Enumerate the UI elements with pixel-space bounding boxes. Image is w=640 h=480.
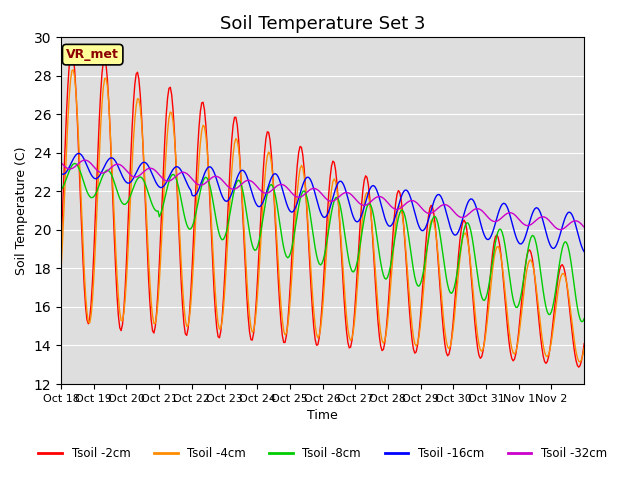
Tsoil -16cm [509, 224, 517, 230]
Tsoil -8cm [328, 210, 335, 216]
Tsoil -8cm [577, 319, 585, 324]
Tsoil -4cm [431, 227, 439, 232]
Tsoil -16cm [580, 249, 588, 254]
Tsoil -4cm [580, 345, 588, 351]
Tsoil -32cm [93, 167, 100, 173]
Tsoil -32cm [431, 208, 439, 214]
Tsoil -16cm [93, 176, 100, 181]
Line: Tsoil -4cm: Tsoil -4cm [61, 70, 584, 362]
Line: Tsoil -16cm: Tsoil -16cm [61, 154, 584, 252]
Tsoil -16cm [431, 195, 439, 201]
Tsoil -32cm [557, 227, 564, 232]
Title: Soil Temperature Set 3: Soil Temperature Set 3 [220, 15, 426, 33]
Tsoil -4cm [76, 174, 84, 180]
Tsoil -4cm [579, 352, 587, 358]
Tsoil -16cm [577, 243, 585, 249]
Tsoil -8cm [579, 319, 587, 324]
Tsoil -4cm [93, 216, 100, 222]
Tsoil -2cm [575, 364, 582, 370]
Tsoil -2cm [579, 350, 587, 356]
X-axis label: Time: Time [307, 409, 338, 422]
Line: Tsoil -32cm: Tsoil -32cm [61, 160, 584, 229]
Tsoil -32cm [509, 211, 517, 216]
Tsoil -32cm [75, 160, 83, 166]
Tsoil -4cm [57, 268, 65, 274]
Tsoil -32cm [57, 160, 65, 166]
Tsoil -4cm [576, 359, 584, 365]
Tsoil -2cm [328, 163, 335, 169]
Tsoil -2cm [57, 244, 65, 250]
Tsoil -2cm [431, 223, 439, 229]
Legend: Tsoil -2cm, Tsoil -4cm, Tsoil -8cm, Tsoil -16cm, Tsoil -32cm: Tsoil -2cm, Tsoil -4cm, Tsoil -8cm, Tsoi… [34, 442, 611, 465]
Tsoil -16cm [57, 170, 65, 176]
Tsoil -32cm [580, 224, 588, 230]
Y-axis label: Soil Temperature (C): Soil Temperature (C) [15, 146, 28, 275]
Tsoil -4cm [70, 67, 77, 73]
Line: Tsoil -8cm: Tsoil -8cm [61, 164, 584, 322]
Tsoil -2cm [76, 188, 84, 194]
Tsoil -8cm [93, 189, 100, 195]
Tsoil -32cm [328, 198, 335, 204]
Tsoil -8cm [580, 316, 588, 322]
Tsoil -2cm [509, 358, 517, 364]
Tsoil -2cm [580, 341, 588, 347]
Line: Tsoil -2cm: Tsoil -2cm [61, 50, 584, 367]
Tsoil -8cm [431, 214, 439, 219]
Tsoil -32cm [579, 223, 587, 228]
Tsoil -8cm [509, 297, 517, 302]
Text: VR_met: VR_met [67, 48, 119, 61]
Tsoil -4cm [509, 350, 517, 356]
Tsoil -32cm [81, 157, 88, 163]
Tsoil -8cm [76, 168, 84, 174]
Tsoil -4cm [328, 187, 335, 193]
Tsoil -2cm [93, 183, 100, 189]
Tsoil -8cm [57, 187, 65, 193]
Tsoil -16cm [328, 200, 335, 205]
Tsoil -8cm [71, 161, 79, 167]
Tsoil -16cm [75, 151, 83, 156]
Tsoil -2cm [68, 47, 76, 53]
Tsoil -16cm [76, 151, 84, 156]
